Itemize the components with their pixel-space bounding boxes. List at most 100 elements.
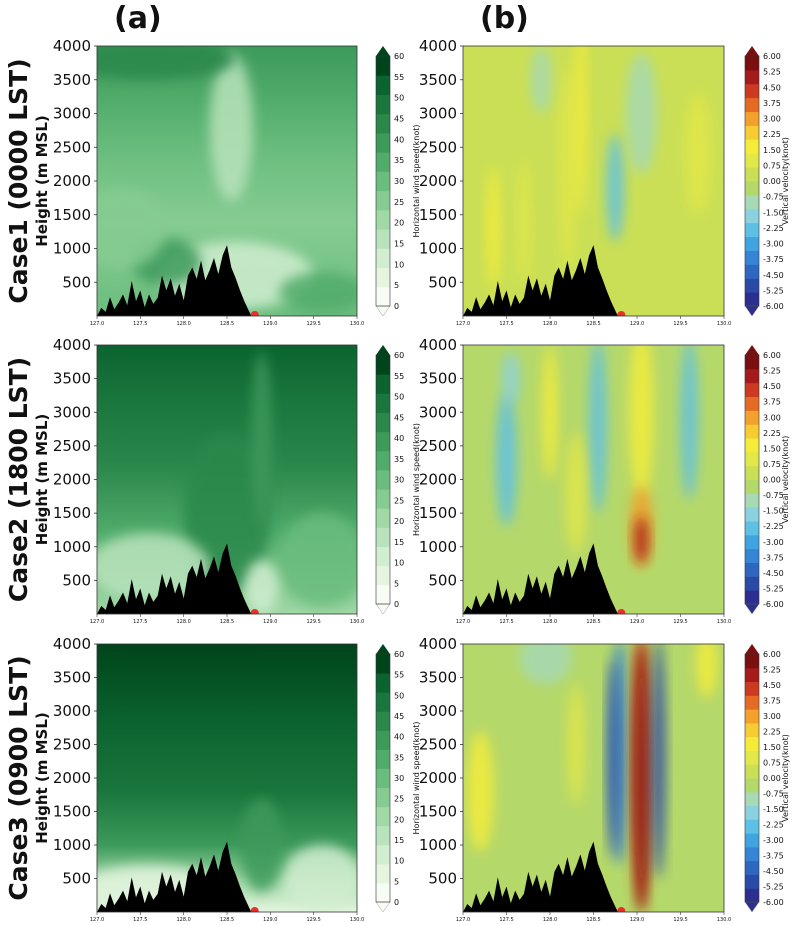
colorbar-swatch — [745, 888, 759, 903]
x-tick-label: 129.0 — [263, 619, 277, 625]
colorbar-swatch — [745, 805, 759, 820]
contour-region — [606, 133, 624, 242]
x-tick-label: 129.5 — [307, 917, 321, 923]
colorbar-tick-label: 15 — [394, 240, 404, 249]
colorbar-tick-label: 5 — [394, 281, 399, 290]
colorbar-tick-label: -1.50 — [763, 507, 784, 516]
colorbar-swatch — [745, 438, 759, 453]
colorbar-tick-label: -2.25 — [763, 522, 784, 531]
colorbar-swatch — [376, 527, 390, 548]
colorbar-swatch — [745, 368, 759, 384]
colorbar-swatch — [745, 654, 759, 669]
y-tick-label: 4000 — [419, 37, 457, 55]
colorbar-swatch — [376, 489, 390, 509]
colorbar-tick-label: 40 — [394, 135, 404, 144]
station-marker — [617, 311, 626, 316]
x-tick-label: 127.5 — [133, 917, 147, 923]
panel-title-a: (a) — [114, 1, 162, 36]
y-tick-label: 1000 — [53, 240, 91, 258]
x-tick-label: 130.0 — [717, 917, 731, 923]
colorbar-frame — [375, 653, 391, 903]
colorbar-swatch — [376, 654, 390, 674]
colorbar-swatch — [745, 250, 759, 265]
colorbar-swatch — [376, 152, 390, 172]
colorbar-swatch — [376, 171, 390, 192]
colorbar-swatch — [745, 695, 759, 710]
y-tick-label: 3500 — [53, 370, 91, 388]
contour-region — [625, 52, 658, 175]
colorbar-max-arrow — [745, 345, 759, 355]
y-tick-label: 3500 — [419, 669, 457, 687]
colorbar-swatch — [745, 355, 759, 370]
colorbar-tick-label: 2.25 — [763, 728, 781, 737]
y-tick-label: 1000 — [53, 538, 91, 556]
colorbar-tick-label: -6.00 — [763, 600, 784, 609]
y-tick-label: 1500 — [419, 504, 457, 522]
colorbar-swatch — [745, 139, 759, 154]
x-tick-label: 127.5 — [133, 619, 147, 625]
contour-region — [239, 798, 284, 892]
contour-region — [279, 272, 357, 313]
colorbar-tick-label: 3.00 — [763, 115, 781, 124]
x-tick-label: 130.0 — [350, 321, 364, 327]
x-tick-label: 128.0 — [543, 917, 557, 923]
colorbar-max-arrow — [376, 46, 390, 56]
y-tick-label: 2000 — [419, 471, 457, 489]
colorbar-swatch — [745, 382, 759, 397]
colorbar-tick-label: 1.50 — [763, 444, 781, 453]
colorbar-tick-label: 45 — [394, 712, 404, 721]
colorbar-tick-label: 10 — [394, 260, 404, 269]
colorbar-tick-label: 5.25 — [763, 68, 781, 77]
y-tick-label: 500 — [62, 870, 91, 888]
contour-region — [97, 533, 210, 601]
colorbar-tick-label: 20 — [394, 219, 404, 228]
x-tick-label: 127.5 — [499, 619, 513, 625]
colorbar-b1 — [744, 345, 760, 615]
y-tick-label: 4000 — [53, 635, 91, 653]
terrain-silhouette — [97, 841, 252, 912]
colorbar-tick-label: -0.75 — [763, 491, 784, 500]
colorbar-swatch — [376, 355, 390, 375]
x-tick-label: 129.0 — [630, 619, 644, 625]
colorbar-frame — [744, 55, 760, 307]
panel-a0 — [97, 46, 357, 316]
colorbar-swatch — [745, 493, 759, 508]
y-tick-label: 1000 — [419, 240, 457, 258]
contour-region — [607, 657, 618, 859]
colorbar-tick-label: 25 — [394, 198, 404, 207]
colorbar-tick-label: 5.25 — [763, 666, 781, 675]
colorbar-tick-label: 3.75 — [763, 697, 781, 706]
colorbar-min-arrow — [744, 305, 760, 317]
x-tick-label: 129.0 — [263, 321, 277, 327]
colorbar-tick-label: 0.00 — [763, 177, 781, 186]
colorbar-swatch — [745, 667, 759, 683]
y-tick-label: 3500 — [419, 370, 457, 388]
colorbar-tick-label: 4.50 — [763, 83, 781, 92]
contour-region — [97, 187, 167, 269]
colorbar-max-arrow — [376, 345, 390, 355]
x-tick-label: 129.5 — [673, 619, 687, 625]
colorbar-tick-label: 0.00 — [763, 476, 781, 485]
colorbar-tick-label: 15 — [394, 538, 404, 547]
x-tick-label: 128.5 — [586, 619, 600, 625]
colorbar-tick-label: -2.25 — [763, 224, 784, 233]
colorbar-swatch — [745, 819, 759, 834]
colorbar-tick-label: 30 — [394, 476, 404, 485]
terrain-silhouette — [97, 543, 252, 614]
colorbar-swatch — [376, 546, 390, 567]
y-tick-label: 2000 — [53, 769, 91, 787]
colorbar-swatch — [745, 167, 759, 182]
colorbar-swatch — [376, 730, 390, 750]
colorbar-tick-label: 6.00 — [763, 650, 781, 659]
y-tick-label: 500 — [428, 273, 457, 291]
colorbar-swatch — [745, 521, 759, 536]
colorbar-tick-label: 55 — [394, 671, 404, 680]
colorbar-swatch — [745, 534, 759, 550]
colorbar-swatch — [745, 83, 759, 99]
colorbar-swatch — [745, 709, 759, 724]
colorbar-swatch — [376, 94, 390, 115]
x-tick-label: 128.0 — [177, 917, 191, 923]
colorbar-tick-label: -4.50 — [763, 867, 784, 876]
colorbar-tick-label: 60 — [394, 52, 404, 61]
contour-fields — [96, 45, 760, 913]
